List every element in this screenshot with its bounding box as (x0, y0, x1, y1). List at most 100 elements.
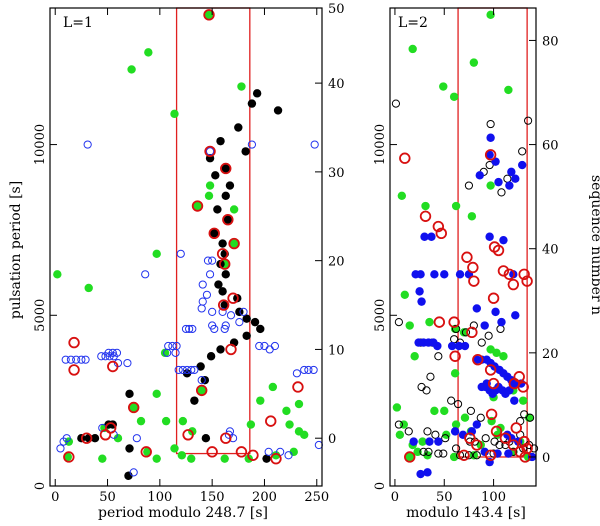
panel-2-point-blue-filled (460, 341, 470, 351)
panel-2-point-black-open (481, 434, 490, 443)
panel-1-point-red-open (68, 364, 80, 376)
panel-2-point-blue-filled (475, 171, 484, 180)
panel-l1-marks (53, 7, 323, 480)
panel-2-point-red-open (490, 425, 503, 438)
panel-1-point-blue-open (270, 341, 280, 351)
panel-1-point-black-filled (221, 191, 230, 200)
panel-2-point-red-open (466, 326, 478, 339)
panel-1-point-blue-open (309, 365, 318, 375)
panel-2-point-red-open (448, 316, 460, 328)
panel-1-point-blue-open (255, 341, 264, 351)
panel-1-point-blue-open (202, 290, 212, 299)
panel-1-point-red-open (220, 432, 232, 444)
panel-1-point-blue-open (264, 447, 273, 456)
panel-1-point-blue-open (187, 365, 196, 375)
panel-1-point-black-filled (241, 147, 250, 156)
panel-1-point-blue-open (247, 140, 257, 149)
panel-1-point-blue-open (205, 147, 215, 156)
panel-2-point-green-filled (492, 348, 501, 358)
panel-2-point-black-open (424, 447, 433, 456)
panel-1-point-green-filled (143, 447, 152, 457)
panel-1-point-blue-open (185, 324, 194, 334)
panel-1-point-red-open (203, 9, 215, 21)
panel-1-point-red-open (216, 248, 229, 260)
panel-1-point-red-open (220, 162, 232, 175)
panel-2-point-red-open (521, 442, 533, 455)
panel-1-point-blue-open (176, 249, 185, 258)
panel-2-point-blue-filled (486, 133, 495, 142)
panel-2-point-red-open (467, 261, 479, 274)
panel-1-point-black-filled (125, 444, 134, 453)
panel-2-point-red-open (433, 316, 446, 328)
panel-1-point-green-filled (246, 420, 256, 429)
panel-2-point-black-open (497, 188, 506, 197)
panel-2-point-blue-filled (472, 304, 482, 313)
panel-2-point-blue-filled (440, 270, 449, 279)
panel-1-point-green-filled (271, 451, 281, 460)
panel-2-point-red-open (484, 364, 497, 376)
panel-1-point-green-filled (98, 454, 107, 463)
panel-2-point-black-open (461, 328, 471, 337)
panel-1-point-blue-open (197, 376, 206, 385)
panel-2-point-black-open (434, 352, 443, 361)
panel-1-point-red-open (235, 446, 248, 458)
panel-2-point-black-open (524, 116, 533, 125)
panel-1-point-red-open (140, 446, 152, 458)
panel-1-point-green-filled (282, 406, 291, 416)
panel-1-point-blue-open (61, 355, 70, 364)
panel-1-point-green-filled (193, 201, 202, 211)
panel-1-point-black-filled (242, 331, 251, 340)
panel-l1-label: L=1 (63, 15, 93, 31)
panel-1-point-blue-open (97, 352, 106, 361)
panel-1-point-green-filled (127, 65, 136, 74)
panel-1-point-red-open (195, 384, 208, 397)
panel-1-point-blue-open (132, 434, 141, 443)
panel-2-point-black-open (439, 449, 448, 458)
panel-1-point-green-filled (220, 454, 229, 463)
panel-1-point-black-filled (225, 181, 235, 190)
panel-1-point-green-filled (177, 451, 187, 460)
panel-2-point-red-open (507, 278, 520, 291)
panel-1-point-blue-open (205, 270, 215, 279)
panel-1-point-green-filled (204, 10, 214, 20)
panel-2-point-blue-filled (423, 468, 432, 477)
panel-1-point-black-filled (223, 215, 233, 224)
panel-1-point-blue-open (226, 311, 236, 320)
panel-1-point-red-open (127, 401, 140, 414)
panel-2-point-blue-filled (455, 270, 465, 279)
panel-1-point-blue-open (208, 256, 217, 265)
panel-2-point-blue-filled (450, 427, 460, 436)
panel-1-point-green-filled (285, 420, 294, 429)
panel-1-point-green-filled (178, 416, 188, 426)
panel-2-point-black-open (417, 382, 426, 392)
panel-1-point-green-filled (170, 444, 179, 453)
panel-2-point-blue-filled (433, 341, 442, 351)
panel-l2-label: L=2 (398, 15, 428, 31)
panel-2-point-black-open (434, 449, 443, 458)
panel-2-point-blue-filled (517, 160, 527, 170)
panel-1-right-tick-label: 0 (328, 432, 336, 447)
panel-2-point-blue-filled (491, 307, 500, 317)
panel-2-point-red-open (518, 268, 530, 281)
panel-2-point-green-filled (430, 406, 439, 416)
panel-2-point-black-open (464, 181, 474, 190)
panel-2-point-green-filled (504, 85, 513, 95)
panel-1-point-blue-open (198, 280, 207, 289)
panel-1-ytick-label: 0 (33, 482, 48, 490)
panel-2-point-black-open (469, 321, 478, 330)
panel-1-point-red-open (191, 200, 204, 212)
panel-1-xtick-label: 50 (99, 490, 116, 505)
panel-2-point-red-open (472, 353, 484, 366)
panel-1-point-black-filled (201, 434, 211, 443)
panel-1-point-red-open (217, 299, 230, 311)
panel-2-point-green-filled (418, 437, 427, 446)
panel-1-point-black-filled (124, 471, 133, 480)
panel-l1: 0 50 100 150 200 250 0 5000 10000 0 10 20 30 40 50 L=1… (8, 2, 345, 521)
panel-1-point-red-open (99, 429, 112, 441)
panel-1-point-green-filled (113, 434, 123, 443)
panel-2-point-red-open (487, 377, 500, 390)
panel-l2-frame (389, 7, 537, 487)
panel-2-point-black-open (431, 430, 440, 439)
panel-2-point-red-open (484, 149, 497, 161)
panel-2-point-red-open (399, 152, 411, 164)
